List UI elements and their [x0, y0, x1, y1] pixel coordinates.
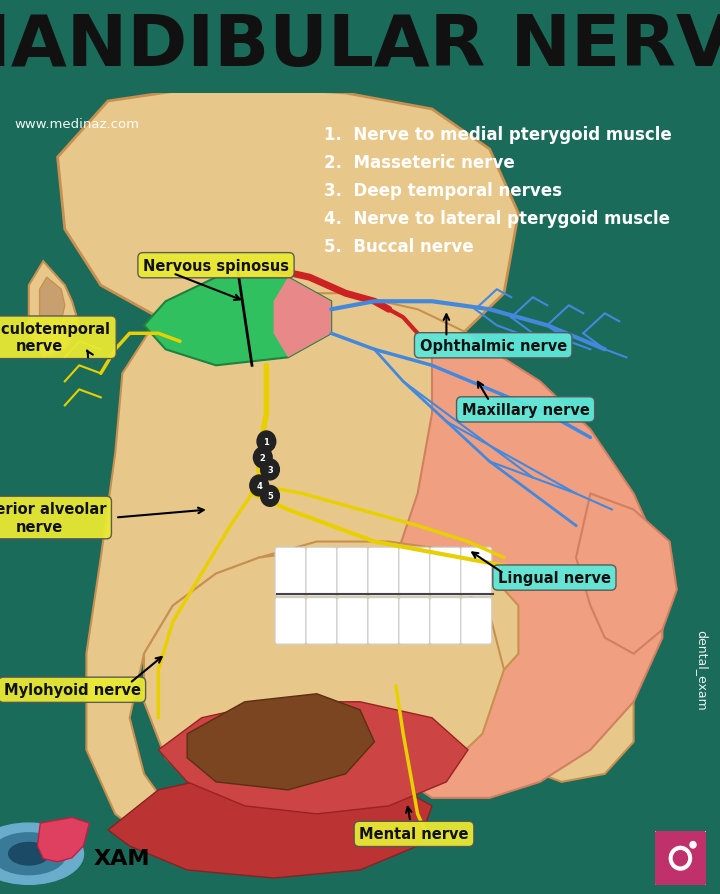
Text: Ophthalmic nerve: Ophthalmic nerve	[420, 339, 567, 353]
Text: Nervous spinosus: Nervous spinosus	[143, 258, 289, 274]
FancyBboxPatch shape	[430, 547, 461, 596]
FancyBboxPatch shape	[337, 598, 368, 645]
Text: 4.  Nerve to lateral pterygoid muscle: 4. Nerve to lateral pterygoid muscle	[324, 210, 670, 228]
Text: Inferior alveolar
nerve: Inferior alveolar nerve	[0, 502, 107, 534]
Circle shape	[250, 476, 269, 496]
Circle shape	[9, 842, 49, 865]
Polygon shape	[144, 550, 504, 822]
FancyBboxPatch shape	[430, 598, 461, 645]
Circle shape	[0, 823, 84, 884]
Circle shape	[0, 833, 66, 874]
Polygon shape	[238, 542, 518, 710]
FancyBboxPatch shape	[368, 547, 399, 596]
Polygon shape	[346, 334, 662, 798]
Circle shape	[261, 460, 279, 480]
Text: Maxillary nerve: Maxillary nerve	[462, 402, 590, 417]
FancyBboxPatch shape	[275, 598, 306, 645]
Text: 2.  Masseteric nerve: 2. Masseteric nerve	[324, 154, 515, 172]
Text: 1: 1	[264, 437, 269, 446]
Circle shape	[673, 851, 688, 865]
Polygon shape	[40, 278, 65, 334]
Text: Lingual nerve: Lingual nerve	[498, 570, 611, 586]
Circle shape	[690, 841, 696, 848]
Polygon shape	[158, 702, 468, 814]
Text: 5.  Buccal nerve: 5. Buccal nerve	[324, 238, 474, 256]
Text: Auriculotemporal
nerve: Auriculotemporal nerve	[0, 322, 111, 354]
Text: 3: 3	[267, 466, 273, 475]
Text: 3.  Deep temporal nerves: 3. Deep temporal nerves	[324, 181, 562, 200]
Text: 2: 2	[260, 453, 266, 462]
Polygon shape	[108, 774, 432, 878]
FancyBboxPatch shape	[306, 547, 337, 596]
FancyBboxPatch shape	[368, 598, 399, 645]
Circle shape	[253, 448, 272, 468]
FancyBboxPatch shape	[399, 598, 430, 645]
Polygon shape	[274, 278, 331, 358]
Text: Mylohyoid nerve: Mylohyoid nerve	[4, 682, 140, 697]
Circle shape	[261, 486, 279, 507]
FancyBboxPatch shape	[275, 547, 306, 596]
FancyBboxPatch shape	[306, 598, 337, 645]
Polygon shape	[37, 817, 89, 862]
Polygon shape	[187, 694, 374, 790]
Polygon shape	[58, 86, 518, 374]
Text: Mental nerve: Mental nerve	[359, 826, 469, 841]
Polygon shape	[86, 294, 634, 846]
Text: dental_exam: dental_exam	[696, 629, 708, 711]
Circle shape	[670, 847, 691, 870]
Text: 1.  Nerve to medial pterygoid muscle: 1. Nerve to medial pterygoid muscle	[324, 126, 672, 144]
Text: 5: 5	[267, 492, 273, 501]
Text: MANDIBULAR NERVE: MANDIBULAR NERVE	[0, 13, 720, 81]
FancyBboxPatch shape	[653, 829, 708, 888]
Text: XAM: XAM	[94, 848, 150, 868]
Circle shape	[257, 432, 276, 452]
FancyBboxPatch shape	[461, 598, 492, 645]
Polygon shape	[29, 262, 79, 358]
Polygon shape	[576, 493, 677, 654]
Polygon shape	[144, 278, 331, 366]
FancyBboxPatch shape	[337, 547, 368, 596]
FancyBboxPatch shape	[399, 547, 430, 596]
FancyBboxPatch shape	[461, 547, 492, 596]
Text: www.medinaz.com: www.medinaz.com	[14, 118, 140, 131]
Text: 4: 4	[256, 482, 262, 491]
